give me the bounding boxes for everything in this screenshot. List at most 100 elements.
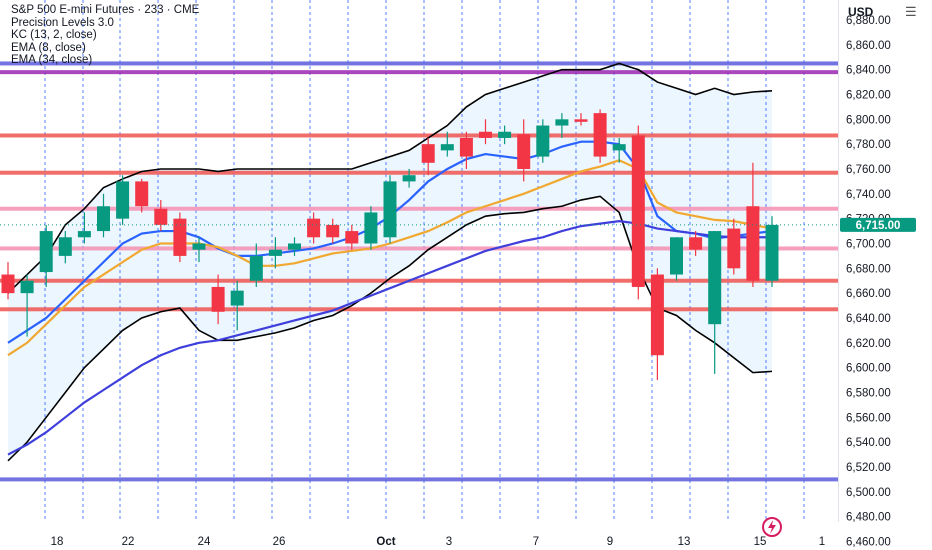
price-tick-4: 6,540.00 bbox=[846, 437, 891, 449]
settings-icon[interactable]: ☰ bbox=[905, 4, 917, 19]
candle-body-13 bbox=[249, 255, 263, 281]
candle-body-27 bbox=[517, 134, 531, 169]
keltner-band-fill bbox=[8, 63, 772, 461]
level-line-7 bbox=[0, 307, 838, 312]
price-tick-0: 6,460.00 bbox=[846, 536, 891, 548]
current-price-badge bbox=[840, 217, 916, 232]
candle-body-0 bbox=[1, 274, 15, 294]
candle-body-33 bbox=[631, 135, 645, 287]
candle-body-26 bbox=[498, 131, 512, 138]
time-tick-9: 15 bbox=[754, 536, 767, 548]
price-tick-5: 6,560.00 bbox=[846, 412, 891, 424]
level-line-8 bbox=[0, 477, 838, 482]
indicator-precision-levels[interactable]: Precision Levels 3.0 bbox=[11, 16, 114, 29]
time-tick-7: 9 bbox=[607, 536, 613, 548]
level-line-0 bbox=[0, 61, 838, 66]
current-price-label: 6,715.00 bbox=[856, 220, 901, 232]
price-tick-19: 6,840.00 bbox=[846, 65, 891, 77]
price-tick-11: 6,680.00 bbox=[846, 263, 891, 275]
symbol-title[interactable]: S&P 500 E-mini Futures · 233 · CME bbox=[11, 4, 200, 16]
price-tick-16: 6,780.00 bbox=[846, 139, 891, 151]
price-tick-15: 6,760.00 bbox=[846, 164, 891, 176]
candle-body-8 bbox=[154, 208, 168, 225]
candle-body-5 bbox=[97, 206, 110, 232]
level-line-1 bbox=[0, 70, 838, 75]
candle-body-31 bbox=[593, 113, 607, 157]
candle-body-39 bbox=[746, 206, 760, 281]
candle-body-38 bbox=[727, 228, 741, 269]
candle-body-4 bbox=[77, 231, 91, 238]
precision-levels bbox=[0, 61, 838, 482]
candle-body-28 bbox=[536, 125, 550, 157]
candle-body-16 bbox=[307, 218, 321, 238]
price-tick-20: 6,860.00 bbox=[846, 40, 891, 52]
level-line-2 bbox=[0, 133, 838, 138]
time-tick-1: 22 bbox=[122, 536, 135, 548]
current-price-marker: 6,715.00 bbox=[0, 217, 916, 232]
price-tick-2: 6,500.00 bbox=[846, 487, 891, 499]
candle-body-1 bbox=[20, 280, 34, 294]
time-tick-3: 26 bbox=[273, 536, 286, 548]
candle-body-29 bbox=[555, 119, 569, 126]
candle-body-2 bbox=[39, 231, 53, 273]
level-line-4 bbox=[0, 206, 838, 211]
candle-body-6 bbox=[116, 181, 130, 219]
candle-body-20 bbox=[383, 181, 397, 238]
price-tick-17: 6,800.00 bbox=[846, 114, 891, 126]
indicator-kc[interactable]: KC (13, 2, close) bbox=[11, 29, 97, 42]
price-tick-18: 6,820.00 bbox=[846, 89, 891, 101]
candle-body-25 bbox=[479, 131, 492, 138]
candle-body-37 bbox=[708, 231, 722, 325]
time-scale[interactable]: 18 22 24 26 Oct 3 7 9 13 15 1 bbox=[51, 536, 826, 548]
candle-body-35 bbox=[670, 237, 683, 275]
price-tick-9: 6,640.00 bbox=[846, 313, 891, 325]
price-tick-3: 6,520.00 bbox=[846, 462, 891, 474]
time-tick-2: 24 bbox=[198, 536, 211, 548]
time-tick-10: 1 bbox=[819, 536, 825, 548]
candle-body-23 bbox=[440, 144, 454, 151]
currency-label[interactable]: USD bbox=[848, 5, 874, 19]
candle-body-7 bbox=[135, 181, 149, 207]
time-tick-8: 13 bbox=[678, 536, 691, 548]
price-tick-14: 6,740.00 bbox=[846, 189, 891, 201]
candle-body-10 bbox=[192, 243, 206, 250]
keltner-fill bbox=[8, 63, 772, 461]
candle-body-40 bbox=[765, 224, 779, 281]
level-line-5 bbox=[0, 246, 838, 251]
price-tick-10: 6,660.00 bbox=[846, 288, 891, 300]
candle-body-36 bbox=[689, 237, 703, 250]
candle-body-24 bbox=[459, 137, 473, 157]
price-tick-7: 6,600.00 bbox=[846, 363, 891, 375]
level-line-3 bbox=[0, 170, 838, 175]
level-line-6 bbox=[0, 278, 838, 283]
chart-legend: S&P 500 E-mini Futures · 233 · CME Preci… bbox=[11, 4, 199, 67]
series-line-0 bbox=[7, 62, 773, 294]
session-separators bbox=[44, 0, 805, 522]
indicator-ema-34[interactable]: EMA (34, close) bbox=[11, 54, 93, 67]
candle-body-17 bbox=[326, 224, 340, 238]
candle-body-22 bbox=[421, 144, 435, 163]
price-tick-1: 6,480.00 bbox=[846, 512, 891, 524]
candle-body-19 bbox=[364, 212, 378, 244]
time-tick-0: 18 bbox=[51, 536, 64, 548]
candle-body-11 bbox=[211, 286, 225, 312]
candle-body-32 bbox=[612, 144, 626, 151]
candle-body-34 bbox=[650, 274, 664, 356]
candle-body-14 bbox=[268, 249, 282, 256]
price-tick-8: 6,620.00 bbox=[846, 338, 891, 350]
indicator-ema-8[interactable]: EMA (8, close) bbox=[11, 41, 86, 54]
price-tick-6: 6,580.00 bbox=[846, 387, 891, 399]
candle-body-18 bbox=[345, 231, 359, 244]
time-tick-6: 7 bbox=[533, 536, 539, 548]
candle-body-30 bbox=[574, 119, 588, 122]
candle-body-9 bbox=[173, 218, 187, 256]
candle-body-15 bbox=[288, 243, 301, 250]
lightning-logo-icon[interactable] bbox=[760, 515, 784, 539]
candle-body-21 bbox=[402, 175, 416, 182]
price-tick-12: 6,700.00 bbox=[846, 238, 891, 250]
time-tick-4: Oct bbox=[376, 536, 395, 548]
price-scale[interactable]: 6,460.00 6,480.00 6,500.00 6,520.00 6,540.00… bbox=[846, 15, 891, 548]
candle-body-3 bbox=[58, 237, 72, 256]
price-tick-21: 6,880.00 bbox=[846, 15, 891, 27]
